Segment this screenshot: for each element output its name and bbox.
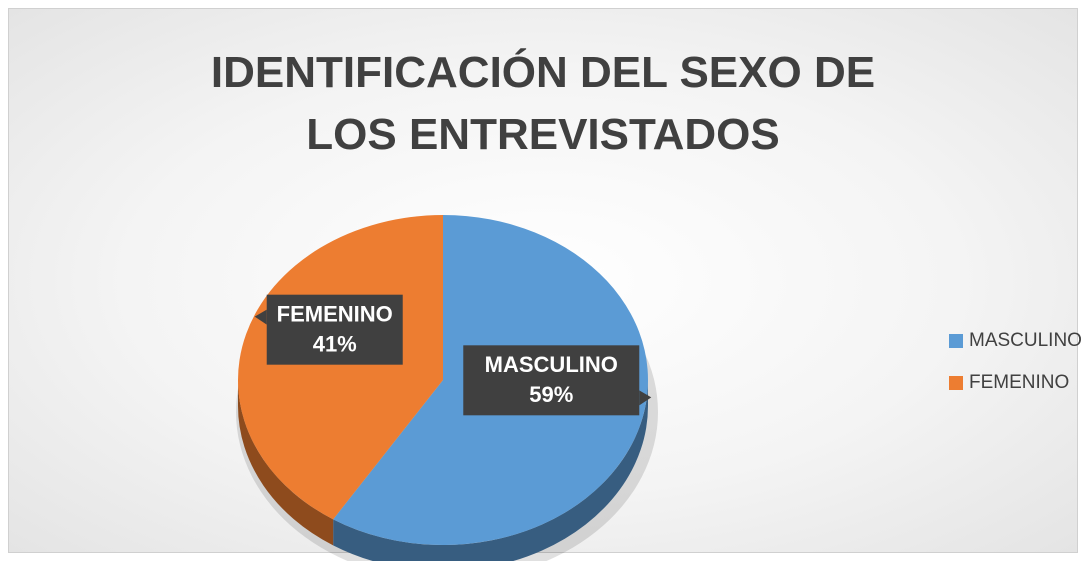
legend-swatch: [949, 376, 963, 390]
data-label-value: 59%: [529, 382, 573, 407]
label-box: [266, 294, 403, 365]
data-label-value: 41%: [313, 331, 357, 356]
legend-swatch: [949, 334, 963, 348]
data-label-category: MASCULINO: [485, 352, 618, 377]
slice-side: [333, 380, 648, 561]
label-pointer: [639, 390, 652, 406]
pie-slice: [238, 215, 443, 520]
legend-label: MASCULINO: [969, 330, 1082, 351]
data-label-category: FEMENINO: [277, 301, 393, 326]
chart-title: IDENTIFICACIÓN DEL SEXO DE LOS ENTREVIST…: [210, 48, 876, 159]
label-pointer: [254, 309, 267, 325]
legend-label: FEMENINO: [969, 372, 1069, 393]
label-box: [463, 345, 640, 416]
slice-side: [238, 380, 334, 546]
